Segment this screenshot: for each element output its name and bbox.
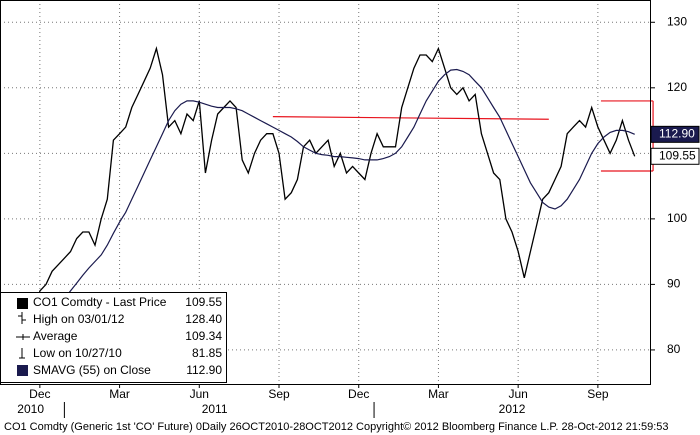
legend-label: Average — [33, 329, 78, 343]
x-tick-label: Jun — [190, 387, 209, 401]
y-tick-label: 120 — [667, 80, 687, 94]
axes: 8090100110120130DecMarJunSepDecMarJunSep… — [17, 14, 700, 418]
legend-icon — [16, 334, 30, 340]
last-value-label: 109.55 — [659, 148, 696, 162]
series-line — [8, 46, 636, 338]
legend-label: CO1 Comdty - Last Price — [33, 295, 167, 309]
x-tick-label: Dec — [348, 387, 369, 401]
legend-value: 81.85 — [192, 346, 222, 360]
legend-value: 128.40 — [185, 312, 222, 326]
x-tick-label: Jun — [508, 387, 527, 401]
legend-icon — [17, 365, 28, 376]
y-tick-label: 90 — [667, 277, 681, 291]
year-label: 2012 — [499, 402, 526, 416]
legend-label: High on 03/01/12 — [33, 312, 125, 326]
x-tick-label: Sep — [587, 387, 609, 401]
legend-icon — [18, 312, 26, 324]
series-line — [8, 68, 635, 351]
last-value-label: 112.90 — [659, 127, 695, 141]
legend-label: SMAVG (55) on Close — [33, 363, 151, 377]
year-label: 2011 — [202, 402, 228, 416]
legend-icon — [17, 298, 28, 309]
y-tick-label: 130 — [667, 14, 687, 28]
x-tick-label: Sep — [268, 387, 290, 401]
plot-frame — [0, 0, 651, 385]
y-tick-label: 80 — [667, 342, 681, 356]
y-tick-label: 100 — [667, 211, 687, 225]
legend-box — [0, 292, 227, 383]
annotation-line — [272, 116, 549, 120]
legend-icon — [19, 348, 25, 359]
x-tick-label: Mar — [428, 387, 449, 401]
x-tick-label: Mar — [109, 387, 130, 401]
last-value-tag — [650, 147, 700, 165]
year-label: 2010 — [17, 402, 44, 416]
footer: CO1 Comdty (Generic 1st 'CO' Future) 0Da… — [4, 421, 669, 433]
legend-value: 109.55 — [185, 295, 222, 309]
last-value-tag — [650, 125, 700, 143]
legend-label: Low on 10/27/10 — [33, 346, 122, 360]
x-tick-label: Dec — [29, 387, 50, 401]
grid — [0, 0, 650, 384]
legend-value: 109.34 — [185, 329, 222, 343]
legend-value: 112.90 — [186, 363, 222, 377]
legend: CO1 Comdty - Last Price 109.55 High on 03/… — [0, 292, 227, 383]
